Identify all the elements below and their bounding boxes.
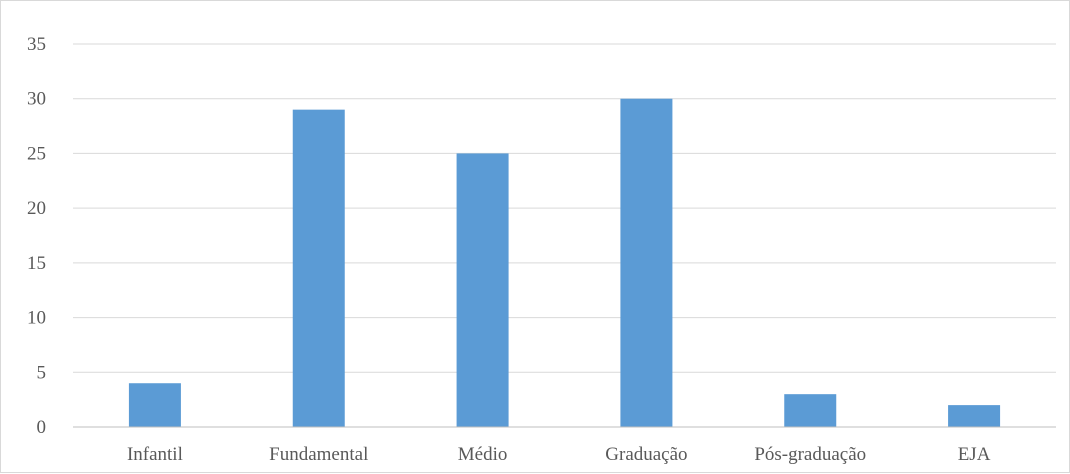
x-axis-tick-labels: Infantil Fundamental Médio Graduação Pós-gra… [127, 444, 991, 465]
y-tick-label: 10 [27, 308, 46, 329]
bar-1 [292, 109, 345, 428]
y-tick-label: 5 [37, 362, 47, 383]
x-tick-label: Fundamental [269, 444, 368, 465]
x-tick-label: EJA [958, 444, 991, 465]
x-tick-label: Médio [458, 444, 508, 465]
bars [128, 98, 1001, 428]
y-tick-label: 20 [27, 198, 46, 219]
bar-3 [620, 98, 673, 427]
y-tick-label: 30 [27, 89, 46, 110]
x-tick-label: Graduação [605, 444, 687, 465]
y-tick-label: 35 [27, 34, 46, 55]
gridlines [73, 43, 1056, 373]
y-tick-label: 15 [27, 253, 46, 274]
bar-5 [948, 405, 1001, 427]
x-tick-label: Pós-graduação [754, 444, 866, 465]
y-axis-tick-labels: 0 5 10 15 20 25 30 35 [27, 34, 46, 438]
bar-4 [784, 394, 837, 427]
y-tick-label: 0 [37, 417, 47, 438]
bar-0 [128, 383, 181, 427]
x-tick-label: Infantil [127, 444, 183, 465]
y-tick-label: 25 [27, 143, 46, 164]
bar-2 [456, 153, 509, 427]
